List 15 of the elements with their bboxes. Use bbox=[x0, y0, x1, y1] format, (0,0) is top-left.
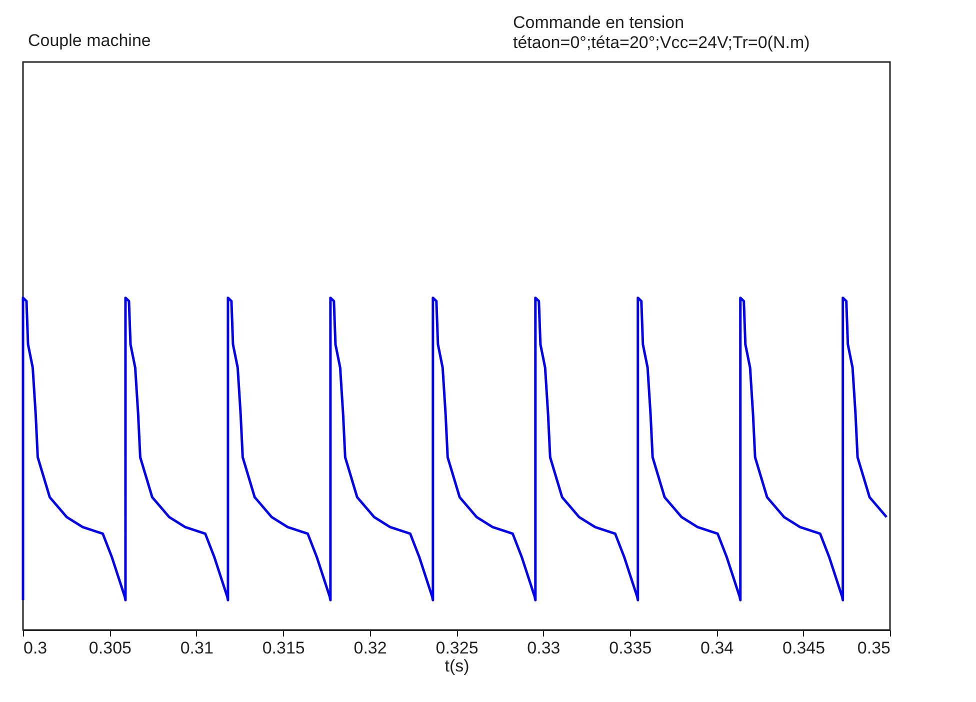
text: Commande en tension bbox=[513, 13, 684, 32]
x-tick-label: 0.315 bbox=[262, 638, 305, 658]
x-tick-label: 0.345 bbox=[782, 638, 826, 658]
x-tick-label: 0.31 bbox=[180, 638, 214, 658]
x-tick-label: 0.32 bbox=[354, 638, 387, 658]
x-tick-label: 0.305 bbox=[88, 638, 132, 658]
x-tick-label: 0.33 bbox=[527, 638, 560, 658]
x-tick-label: 0.34 bbox=[700, 638, 734, 658]
x-tick-label: 0.3 bbox=[24, 638, 48, 658]
text: tétaon=0°;téta=20°;Vcc=24V;Tr=0(N.m) bbox=[513, 33, 810, 52]
x-tick-label: 0.335 bbox=[609, 638, 652, 658]
x-tick-label: 0.35 bbox=[857, 638, 890, 658]
x-tick-label: 0.325 bbox=[436, 638, 478, 658]
chart-title: Couple machine bbox=[28, 31, 151, 50]
x-axis-title: t(s) bbox=[444, 656, 470, 676]
